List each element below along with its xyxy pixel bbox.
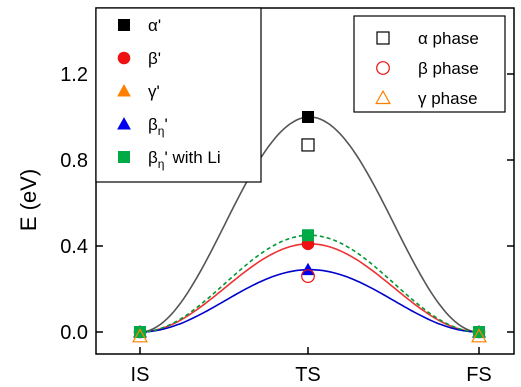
y-axis-label: E (eV): [16, 169, 41, 231]
data-point-marker: [302, 111, 314, 123]
data-point-marker: [301, 269, 315, 284]
data-point-marker: [132, 328, 148, 343]
legend-label: βη' with Li: [148, 148, 221, 171]
legend-marker: [375, 89, 391, 105]
legend-marker: [117, 117, 131, 130]
y-tick-label: 0.4: [60, 236, 88, 258]
legend-label: β': [148, 49, 161, 68]
data-point-marker: [471, 328, 487, 343]
legend-label: α phase: [418, 29, 479, 48]
data-point-marker: [301, 262, 315, 276]
legend-right: α phase β phase γ phase: [353, 15, 506, 113]
legend-label: γ phase: [418, 89, 478, 108]
y-tick-label: 0.8: [60, 150, 88, 172]
curve-line: [139, 268, 480, 333]
y-tick-label: 0.0: [60, 322, 88, 344]
legend-marker: [376, 61, 390, 75]
legend-marker: [376, 31, 390, 45]
markers-layer: [132, 111, 487, 343]
legend-marker: [117, 84, 131, 97]
data-point-marker: [301, 138, 315, 152]
legend-marker: [117, 51, 131, 65]
y-tick-label: 1.2: [60, 64, 88, 86]
x-tick-label: FS: [466, 364, 492, 386]
legend-label: βη': [148, 115, 168, 138]
legend-label: γ': [148, 82, 160, 101]
x-tick-label: TS: [295, 364, 321, 386]
legend-marker: [118, 151, 130, 163]
x-tick-label: IS: [131, 364, 150, 386]
legend-left: α' β' γ' βη' βη' with Li: [95, 7, 262, 183]
ticks-layer: 0.0 0.4 0.8 1.2 IS TS FS: [60, 64, 514, 386]
legend-label: α': [148, 16, 161, 35]
legend-label: β phase: [418, 59, 479, 78]
data-point-marker: [302, 229, 314, 242]
legend-marker: [118, 19, 130, 31]
